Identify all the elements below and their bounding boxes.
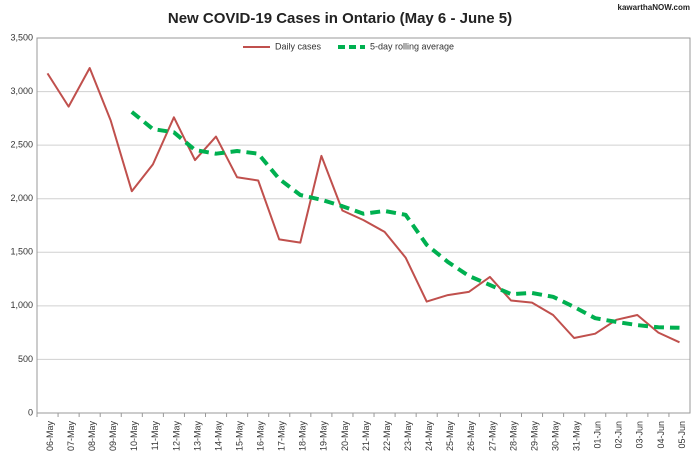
y-tick-label: 3,500: [10, 32, 33, 42]
x-tick-label: 17-May: [277, 421, 287, 452]
x-tick-label: 18-May: [298, 421, 308, 452]
x-tick-label: 03-Jun: [635, 421, 645, 449]
x-tick-label: 30-May: [550, 421, 560, 452]
x-tick-label: 19-May: [319, 421, 329, 452]
y-tick-label: 2,000: [10, 193, 33, 203]
x-tick-label: 31-May: [572, 421, 582, 452]
x-tick-label: 07-May: [66, 421, 76, 452]
x-tick-label: 29-May: [529, 421, 539, 452]
x-tick-label: 23-May: [403, 421, 413, 452]
y-tick-label: 2,500: [10, 140, 33, 150]
x-tick-label: 24-May: [424, 421, 434, 452]
x-tick-label: 01-Jun: [593, 421, 603, 449]
series-line: [130, 110, 680, 330]
x-tick-label: 13-May: [192, 421, 202, 452]
legend-label: Daily cases: [275, 41, 322, 51]
x-tick-label: 10-May: [129, 421, 139, 452]
y-tick-label: 3,000: [10, 86, 33, 96]
x-tick-label: 20-May: [340, 421, 350, 452]
x-tick-label: 21-May: [361, 421, 371, 452]
y-tick-label: 1,000: [10, 300, 33, 310]
plot-border: [36, 37, 691, 414]
x-tick-label: 16-May: [256, 421, 266, 452]
legend-label: 5-day rolling average: [370, 41, 454, 51]
x-tick-label: 15-May: [234, 421, 244, 452]
x-tick-label: 28-May: [508, 421, 518, 452]
x-tick-label: 12-May: [171, 421, 181, 452]
x-tick-label: 02-Jun: [614, 421, 624, 449]
x-tick-label: 14-May: [213, 421, 223, 452]
x-tick-label: 27-May: [487, 421, 497, 452]
x-tick-label: 09-May: [108, 421, 118, 452]
x-tick-label: 22-May: [382, 421, 392, 452]
chart-title: New COVID-19 Cases in Ontario (May 6 - J…: [168, 10, 512, 27]
y-tick-label: 1,500: [10, 247, 33, 257]
x-tick-label: 11-May: [150, 421, 160, 451]
x-tick-label: 06-May: [45, 421, 55, 452]
x-tick-label: 08-May: [87, 421, 97, 452]
y-tick-label: 500: [18, 354, 33, 364]
x-tick-label: 26-May: [466, 421, 476, 452]
x-tick-label: 04-Jun: [656, 421, 666, 449]
watermark: kawarthaNOW.com: [618, 3, 690, 12]
x-tick-label: 25-May: [445, 421, 455, 452]
series-line: [46, 67, 680, 344]
y-tick-label: 0: [28, 407, 33, 417]
x-tick-label: 05-Jun: [677, 421, 687, 449]
